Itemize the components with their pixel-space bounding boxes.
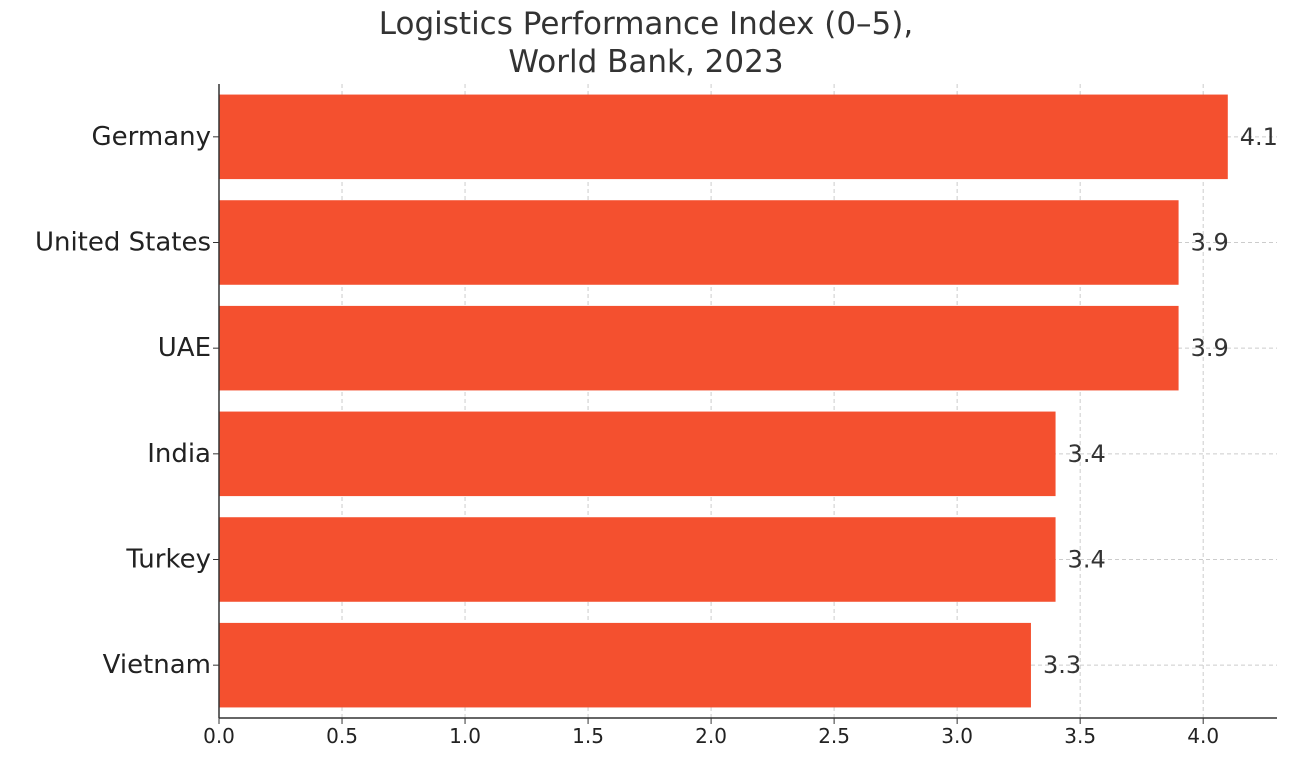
x-tick-label: 2.0 bbox=[695, 724, 727, 748]
x-tick-label: 2.5 bbox=[818, 724, 850, 748]
value-label: 3.3 bbox=[1043, 651, 1081, 679]
category-label: Vietnam bbox=[103, 650, 211, 680]
x-tick-label: 0.0 bbox=[203, 724, 235, 748]
value-label: 3.4 bbox=[1068, 440, 1106, 468]
chart-title-line-2: World Bank, 2023 bbox=[508, 44, 784, 80]
x-tick-label: 1.5 bbox=[572, 724, 604, 748]
bar bbox=[219, 411, 1056, 497]
bar bbox=[219, 622, 1031, 708]
value-label: 3.4 bbox=[1068, 546, 1106, 574]
bar bbox=[219, 200, 1179, 285]
bar bbox=[219, 94, 1228, 180]
value-label: 3.9 bbox=[1191, 229, 1229, 257]
x-tick-label: 4.0 bbox=[1187, 724, 1219, 748]
value-label: 4.1 bbox=[1240, 123, 1278, 151]
category-label: India bbox=[147, 439, 211, 469]
category-label: Germany bbox=[91, 122, 211, 152]
category-label: United States bbox=[35, 228, 211, 258]
value-label: 3.9 bbox=[1191, 334, 1229, 362]
x-tick-label: 0.5 bbox=[326, 724, 358, 748]
x-tick-label: 1.0 bbox=[449, 724, 481, 748]
category-label: UAE bbox=[158, 333, 211, 363]
chart-title-line-1: Logistics Performance Index (0–5), bbox=[378, 6, 914, 42]
labels: Germany 4.1 United States 3.9 UAE 3.9 India 3.4… bbox=[35, 122, 1278, 748]
axes bbox=[213, 84, 1277, 724]
bar bbox=[219, 517, 1056, 602]
x-tick-label: 3.5 bbox=[1064, 724, 1096, 748]
x-tick-label: 3.0 bbox=[941, 724, 973, 748]
bar bbox=[219, 305, 1179, 391]
category-label: Turkey bbox=[125, 545, 211, 575]
bars bbox=[219, 94, 1228, 708]
